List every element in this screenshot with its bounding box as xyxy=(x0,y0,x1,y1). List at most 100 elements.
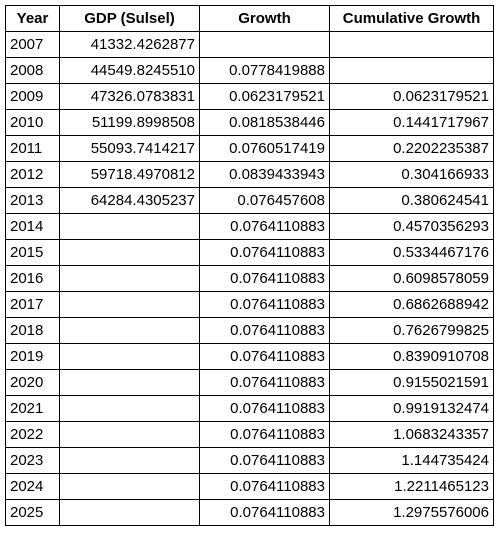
table-row: 2010 51199.8998508 0.0818538446 0.144171796… xyxy=(5,109,494,136)
header-year: Year xyxy=(5,5,60,32)
table-row: 2013 64284.4305237 0.076457608 0.380624541 xyxy=(5,187,494,214)
gdp-cell: 59718.4970812 xyxy=(59,161,200,188)
table-row: 2007 41332.4262877 xyxy=(5,31,494,58)
header-row: Year GDP (Sulsel) Growth Cumulative Grow… xyxy=(5,5,494,32)
table-row: 2008 44549.8245510 0.0778419888 xyxy=(5,57,494,84)
year-cell: 2022 xyxy=(5,421,60,448)
cumulative-growth-cell: 0.380624541 xyxy=(329,187,494,214)
year-cell: 2019 xyxy=(5,343,60,370)
cumulative-growth-cell: 1.2211465123 xyxy=(329,473,494,500)
growth-cell: 0.076457608 xyxy=(199,187,330,214)
gdp-cell xyxy=(59,499,200,526)
gdp-cell: 47326.0783831 xyxy=(59,83,200,110)
table-row: 2025 0.0764110883 1.2975576006 xyxy=(5,499,494,526)
growth-cell: 0.0764110883 xyxy=(199,291,330,318)
year-cell: 2016 xyxy=(5,265,60,292)
header-gdp: GDP (Sulsel) xyxy=(59,5,200,32)
gdp-cell xyxy=(59,421,200,448)
growth-cell: 0.0764110883 xyxy=(199,343,330,370)
year-cell: 2024 xyxy=(5,473,60,500)
growth-cell: 0.0764110883 xyxy=(199,239,330,266)
year-cell: 2011 xyxy=(5,135,60,162)
table-row: 2015 0.0764110883 0.5334467176 xyxy=(5,239,494,266)
year-cell: 2014 xyxy=(5,213,60,240)
gdp-cell xyxy=(59,369,200,396)
cumulative-growth-cell: 0.5334467176 xyxy=(329,239,494,266)
table-row: 2014 0.0764110883 0.4570356293 xyxy=(5,213,494,240)
growth-cell: 0.0764110883 xyxy=(199,213,330,240)
cumulative-growth-cell: 0.4570356293 xyxy=(329,213,494,240)
gdp-cell xyxy=(59,317,200,344)
growth-cell: 0.0764110883 xyxy=(199,473,330,500)
year-cell: 2021 xyxy=(5,395,60,422)
growth-cell: 0.0764110883 xyxy=(199,265,330,292)
year-cell: 2025 xyxy=(5,499,60,526)
growth-cell: 0.0764110883 xyxy=(199,499,330,526)
table-row: 2020 0.0764110883 0.9155021591 xyxy=(5,369,494,396)
table-row: 2016 0.0764110883 0.6098578059 xyxy=(5,265,494,292)
header-growth: Growth xyxy=(199,5,330,32)
gdp-cell xyxy=(59,265,200,292)
table-body: 2007 41332.4262877 2008 44549.8245510 0.0778… xyxy=(5,31,494,526)
growth-cell: 0.0764110883 xyxy=(199,421,330,448)
growth-cell: 0.0818538446 xyxy=(199,109,330,136)
year-cell: 2015 xyxy=(5,239,60,266)
cumulative-growth-cell: 0.6098578059 xyxy=(329,265,494,292)
gdp-cell xyxy=(59,213,200,240)
year-cell: 2017 xyxy=(5,291,60,318)
table-header: Year GDP (Sulsel) Growth Cumulative Grow… xyxy=(5,5,494,32)
growth-cell: 0.0760517419 xyxy=(199,135,330,162)
cumulative-growth-cell: 0.7626799825 xyxy=(329,317,494,344)
cumulative-growth-cell: 1.0683243357 xyxy=(329,421,494,448)
gdp-cell xyxy=(59,291,200,318)
cumulative-growth-cell: 1.2975576006 xyxy=(329,499,494,526)
gdp-cell: 51199.8998508 xyxy=(59,109,200,136)
growth-cell xyxy=(199,31,330,58)
table-row: 2022 0.0764110883 1.0683243357 xyxy=(5,421,494,448)
growth-cell: 0.0839433943 xyxy=(199,161,330,188)
year-cell: 2007 xyxy=(5,31,60,58)
gdp-cell xyxy=(59,395,200,422)
growth-cell: 0.0764110883 xyxy=(199,369,330,396)
table-row: 2017 0.0764110883 0.6862688942 xyxy=(5,291,494,318)
table-row: 2011 55093.7414217 0.0760517419 0.220223538… xyxy=(5,135,494,162)
gdp-cell: 64284.4305237 xyxy=(59,187,200,214)
gdp-cell xyxy=(59,473,200,500)
table-row: 2024 0.0764110883 1.2211465123 xyxy=(5,473,494,500)
gdp-cell xyxy=(59,343,200,370)
table-row: 2019 0.0764110883 0.8390910708 xyxy=(5,343,494,370)
gdp-cell: 55093.7414217 xyxy=(59,135,200,162)
header-cumulative-growth: Cumulative Growth xyxy=(329,5,494,32)
year-cell: 2010 xyxy=(5,109,60,136)
year-cell: 2020 xyxy=(5,369,60,396)
cumulative-growth-cell xyxy=(329,31,494,58)
cumulative-growth-cell: 0.9155021591 xyxy=(329,369,494,396)
gdp-cell: 44549.8245510 xyxy=(59,57,200,84)
growth-cell: 0.0764110883 xyxy=(199,317,330,344)
year-cell: 2013 xyxy=(5,187,60,214)
cumulative-growth-cell: 0.0623179521 xyxy=(329,83,494,110)
gdp-cell xyxy=(59,447,200,474)
growth-cell: 0.0778419888 xyxy=(199,57,330,84)
cumulative-growth-cell: 0.1441717967 xyxy=(329,109,494,136)
table-row: 2021 0.0764110883 0.9919132474 xyxy=(5,395,494,422)
year-cell: 2018 xyxy=(5,317,60,344)
year-cell: 2008 xyxy=(5,57,60,84)
table-row: 2012 59718.4970812 0.0839433943 0.304166933 xyxy=(5,161,494,188)
cumulative-growth-cell: 0.9919132474 xyxy=(329,395,494,422)
table-row: 2018 0.0764110883 0.7626799825 xyxy=(5,317,494,344)
table-row: 2023 0.0764110883 1.144735424 xyxy=(5,447,494,474)
cumulative-growth-cell: 1.144735424 xyxy=(329,447,494,474)
year-cell: 2009 xyxy=(5,83,60,110)
year-cell: 2012 xyxy=(5,161,60,188)
table-row: 2009 47326.0783831 0.0623179521 0.062317952… xyxy=(5,83,494,110)
cumulative-growth-cell: 0.304166933 xyxy=(329,161,494,188)
gdp-cell: 41332.4262877 xyxy=(59,31,200,58)
cumulative-growth-cell: 0.8390910708 xyxy=(329,343,494,370)
growth-cell: 0.0623179521 xyxy=(199,83,330,110)
cumulative-growth-cell: 0.6862688942 xyxy=(329,291,494,318)
gdp-cell xyxy=(59,239,200,266)
cumulative-growth-cell: 0.2202235387 xyxy=(329,135,494,162)
cumulative-growth-cell xyxy=(329,57,494,84)
growth-cell: 0.0764110883 xyxy=(199,447,330,474)
